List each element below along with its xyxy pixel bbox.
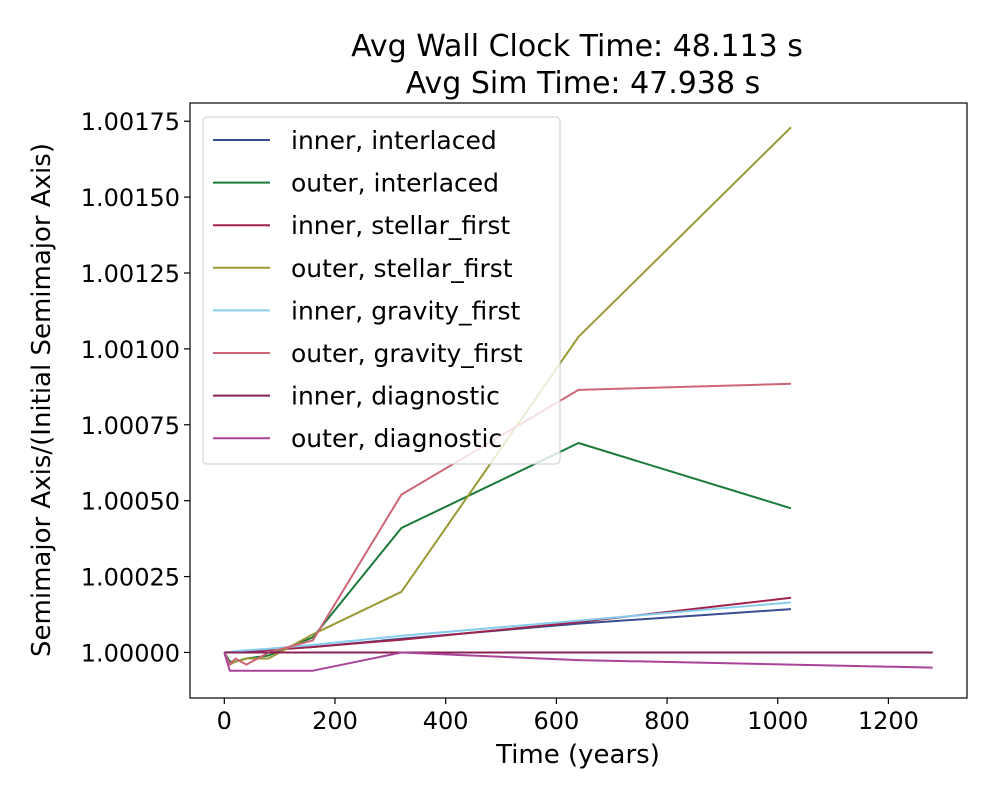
y-tick-label: 1.00150 bbox=[81, 184, 180, 212]
legend: inner, interlaced outer, interlaced inner,… bbox=[202, 116, 561, 465]
x-tick-label: 600 bbox=[533, 707, 579, 735]
x-axis-label: Time (years) bbox=[495, 740, 660, 770]
y-tick-label: 1.00050 bbox=[81, 488, 180, 516]
legend-entry-label: outer, stellar_first bbox=[291, 254, 513, 283]
y-axis-label: Semimajor Axis/(Initial Semimajor Axis) bbox=[27, 143, 57, 657]
legend-entry-label: inner, interlaced bbox=[291, 126, 497, 155]
legend-box bbox=[202, 116, 561, 465]
chart-subtitle: Avg Sim Time: 47.938 s bbox=[406, 66, 760, 101]
y-tick-label: 1.00125 bbox=[81, 260, 180, 288]
legend-entry-label: inner, stellar_first bbox=[291, 211, 510, 240]
y-tick-label: 1.00175 bbox=[81, 108, 180, 136]
chart-title: Avg Wall Clock Time: 48.113 s bbox=[351, 29, 803, 64]
series-line-outer-diagnostic bbox=[223, 651, 933, 672]
legend-entry-label: inner, diagnostic bbox=[291, 382, 500, 411]
y-tick-label: 1.00000 bbox=[81, 639, 180, 667]
x-tick-label: 1200 bbox=[858, 707, 919, 735]
x-axis-ticks: 0 200 400 600 800 1000 1200 bbox=[217, 698, 919, 735]
x-tick-label: 400 bbox=[423, 707, 469, 735]
legend-entry-label: inner, gravity_first bbox=[291, 296, 521, 325]
y-axis-ticks: 1.00000 1.00025 1.00050 1.00075 1.00100 1.001… bbox=[81, 108, 190, 667]
x-tick-label: 800 bbox=[644, 707, 690, 735]
legend-entry-label: outer, interlaced bbox=[291, 169, 499, 198]
x-tick-label: 200 bbox=[312, 707, 358, 735]
y-tick-label: 1.00025 bbox=[81, 564, 180, 592]
x-tick-label: 1000 bbox=[747, 707, 808, 735]
y-tick-label: 1.00075 bbox=[81, 412, 180, 440]
legend-entry-label: outer, diagnostic bbox=[291, 424, 502, 453]
legend-entry-label: outer, gravity_first bbox=[291, 339, 523, 368]
y-tick-label: 1.00100 bbox=[81, 336, 180, 364]
x-tick-label: 0 bbox=[217, 707, 232, 735]
